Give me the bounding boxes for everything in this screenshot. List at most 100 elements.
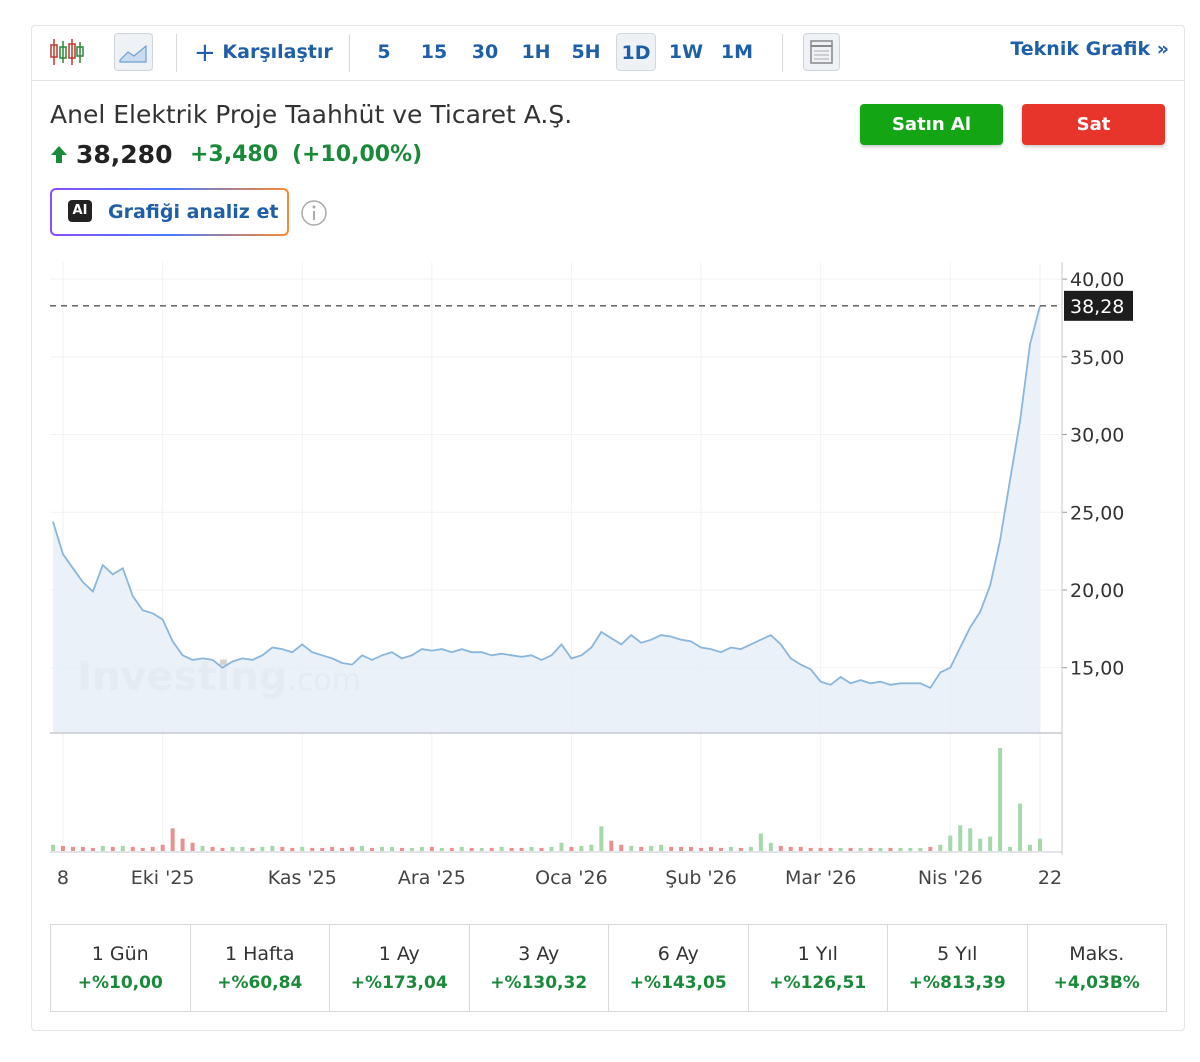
volume-bar [569,846,574,851]
interval-button[interactable]: 1H [521,41,551,63]
y-tick-label: 40,00 [1070,269,1124,291]
buy-button[interactable]: Satın Al [860,104,1003,145]
volume-bar [350,846,355,851]
volume-bar [140,847,145,851]
returns-table: 1 Gün +%10,00 1 Hafta +%60,84 1 Ay +%173,04 3 … [50,924,1167,1012]
x-tick-label: Şub '26 [665,867,737,889]
separator [782,34,783,72]
volume-bar [649,845,654,851]
area-chart-icon[interactable] [114,33,153,71]
volume-bar [70,846,75,851]
volume-bar [619,844,624,851]
volume-bar [380,846,384,851]
volume-bar [639,846,644,851]
returns-cell: 1 Ay +%173,04 [330,925,470,1011]
x-tick-label: Eki '25 [131,867,195,889]
returns-cell: 3 Ay +%130,32 [470,925,609,1011]
volume-bar [748,846,753,851]
volume-bar [868,847,873,851]
separator [176,34,177,72]
volume-bar [479,847,484,851]
sell-button[interactable]: Sat [1022,104,1165,145]
volume-bar [888,847,893,851]
volume-bar [599,826,604,851]
period-label: Maks. [1069,943,1125,965]
volume-bar [220,847,225,851]
volume-bar [589,844,594,851]
price-chart: 15,0020,0025,0030,0035,0040,00Investing.… [50,262,1133,889]
volume-bar [938,844,943,851]
volume-bar [459,846,464,851]
returns-cell: 1 Gün +%10,00 [51,925,191,1011]
period-label: 1 Yıl [797,943,838,965]
last-price: 38,280 [76,140,173,169]
compare-label: Karşılaştır [222,41,333,63]
volume-bar [659,844,664,851]
ai-analyze-button[interactable]: AI Grafiği analiz et [50,188,289,236]
volume-bar [389,846,394,851]
period-change: +%126,51 [769,973,867,993]
volume-bar [320,847,325,851]
returns-cell: 6 Ay +%143,05 [609,925,749,1011]
volume-bar [330,846,335,851]
period-label: 5 Yıl [937,943,978,965]
y-tick-label: 25,00 [1070,502,1124,524]
interval-button[interactable]: 15 [420,41,448,63]
volume-bar [579,845,584,851]
volume-bar [60,845,65,851]
layout-icon[interactable] [803,33,840,71]
info-icon[interactable] [300,199,328,227]
volume-bar [798,846,803,851]
volume-bar [150,846,155,851]
volume-bar [120,845,125,851]
interval-button[interactable]: 1D [616,33,656,71]
x-tick-label: Nis '26 [918,867,983,889]
volume-bar [728,846,733,851]
interval-button[interactable]: 1M [720,41,754,63]
volume-bar [788,846,793,851]
interval-button[interactable]: 1W [668,41,704,63]
volume-bar [80,846,85,851]
interval-button[interactable]: 5H [571,41,601,63]
volume-bar [699,847,704,851]
last-price-badge [1064,290,1133,321]
volume-bar [180,838,185,851]
volume-bar [629,845,634,851]
layout-icon-glyph [810,40,833,64]
volume-bar [260,846,265,851]
volume-bar [1008,846,1013,851]
volume-bar [409,847,414,851]
x-tick-label: 22 [1038,867,1062,889]
period-label: 6 Ay [657,943,699,965]
area-icon-glyph [119,44,147,63]
volume-bar [130,846,135,851]
technical-chart-link[interactable]: Teknik Grafik » [1010,38,1169,60]
volume-bar [828,847,833,851]
volume-bar [419,846,424,851]
volume-bar [988,836,993,851]
volume-bar [499,846,504,851]
period-change: +%813,39 [908,973,1006,993]
returns-cell: 1 Yıl +%126,51 [749,925,888,1011]
y-tick-label: 20,00 [1070,580,1124,602]
separator [349,34,350,72]
last-price-label: 38,28 [1070,296,1124,318]
volume-bar [160,844,165,851]
volume-bar [718,847,723,851]
price-line [52,305,1041,690]
interval-button[interactable]: 5 [377,41,391,63]
volume-bar [559,842,564,851]
volume-bar [818,847,823,851]
volume-bar [200,845,205,851]
toolbar [31,25,1185,81]
up-arrow [51,146,67,163]
interval-button[interactable]: 30 [471,41,499,63]
volume-bar [449,847,454,851]
period-change: +%173,04 [350,973,448,993]
volume-bar [778,845,783,851]
candlestick-icon[interactable] [48,36,84,68]
returns-cell: 5 Yıl +%813,39 [888,925,1028,1011]
volume-bar [998,748,1003,851]
compare-button[interactable]: + Karşılaştır [194,38,333,68]
volume-bar [270,845,275,851]
